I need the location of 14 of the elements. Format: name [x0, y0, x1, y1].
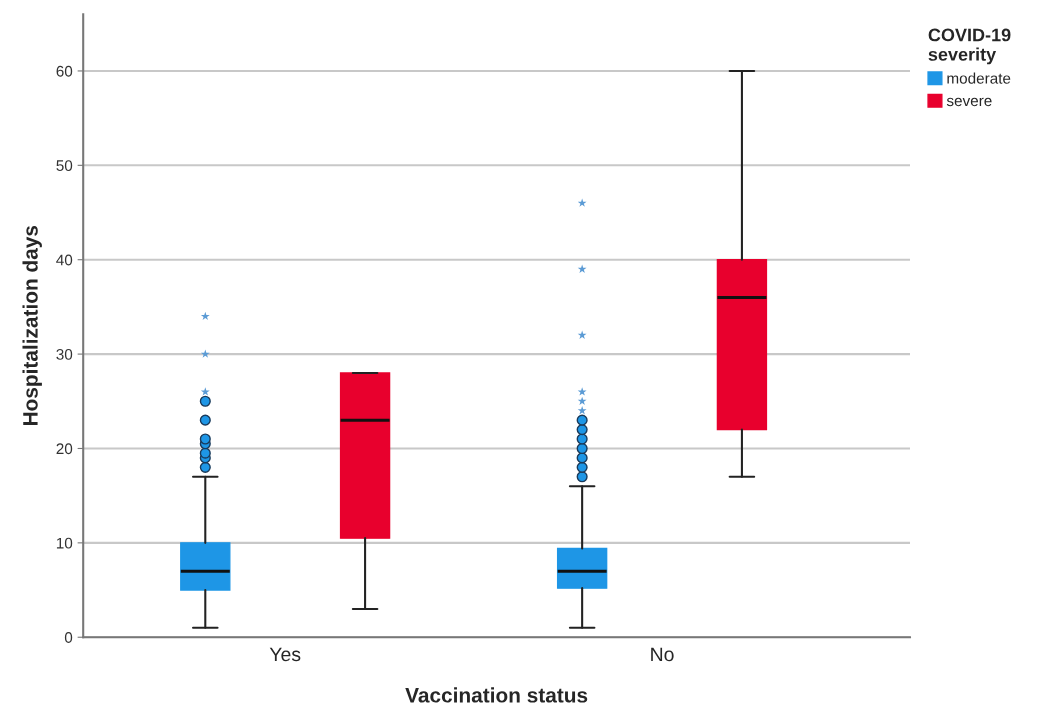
y-tick-label: 40: [56, 254, 73, 266]
y-tick-label: 60: [56, 65, 73, 77]
x-axis-title: Vaccination status: [405, 687, 588, 703]
legend-label: moderate: [947, 72, 1011, 84]
legend-title: COVID-19 severity: [928, 28, 1011, 65]
legend-label: severe: [946, 97, 992, 107]
y-tick-label: 30: [56, 348, 73, 360]
y-tick-label: 20: [56, 443, 73, 455]
x-tick-label: Yes: [269, 647, 301, 662]
y-axis-title: Hospitalization days: [22, 225, 42, 426]
y-tick-label: 50: [56, 160, 73, 172]
y-tick-label: 0: [64, 632, 73, 643]
x-tick-label: No: [651, 647, 674, 662]
y-tick-label: 10: [56, 537, 73, 549]
